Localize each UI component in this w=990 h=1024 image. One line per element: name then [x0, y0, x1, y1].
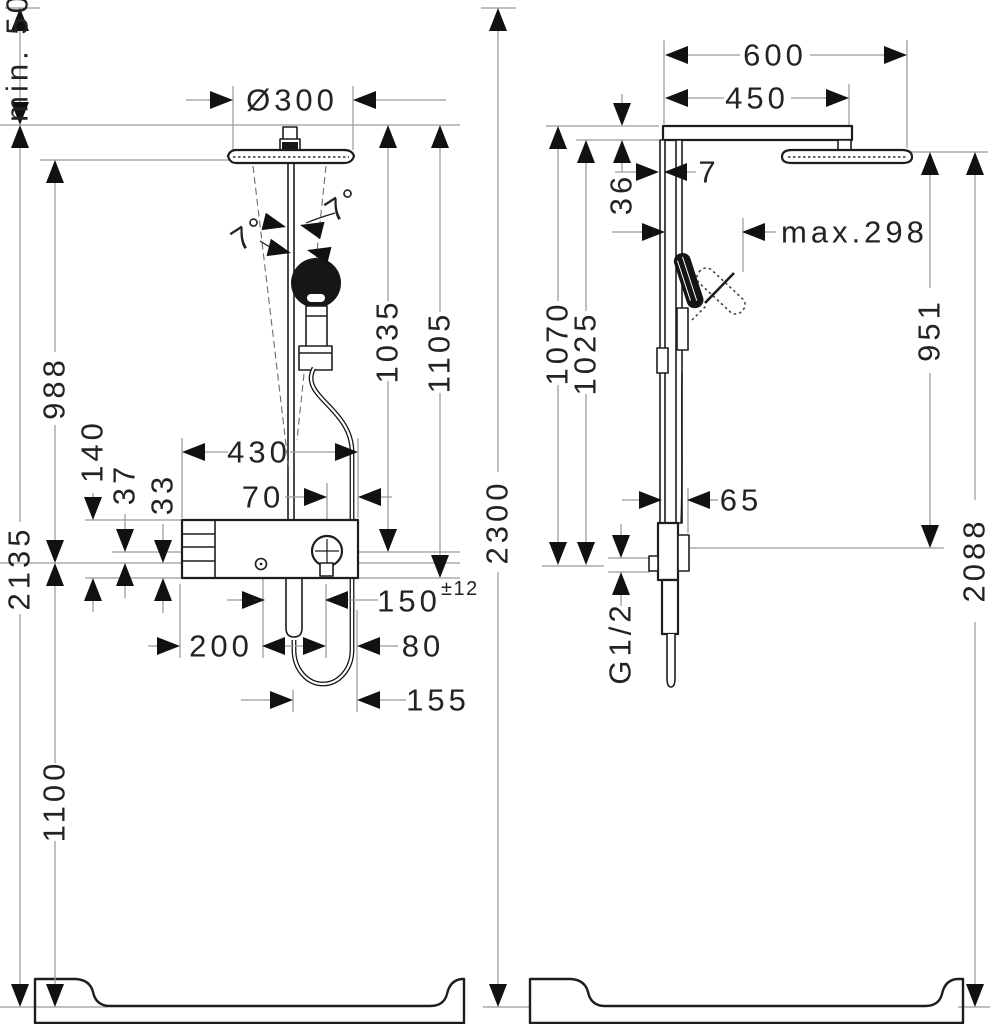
dim-80-label: 80 — [402, 629, 444, 664]
dim-37-label: 37 — [107, 463, 142, 505]
tilted-head-outline — [696, 267, 746, 315]
hand-shower-side-stripes — [676, 256, 698, 301]
dimension-600: 600 — [665, 38, 907, 73]
dim-max298-label: max.298 — [781, 215, 928, 250]
dim-2135-label: 2135 — [2, 526, 37, 611]
dim-1100-label: 1100 — [37, 760, 72, 843]
hand-shower-head-front — [291, 258, 341, 308]
dim-1035-label: 1035 — [370, 299, 405, 384]
hose-outlet-stub-front — [285, 578, 303, 638]
dim-155-label: 155 — [406, 683, 470, 718]
dim-33-label: 33 — [145, 473, 180, 515]
thermostat-body-side — [656, 521, 680, 582]
hand-shower-side — [673, 252, 704, 309]
dim-2300-label: 2300 — [480, 480, 515, 565]
lower-body-side — [660, 578, 680, 636]
dimension-988: 988 — [37, 160, 72, 563]
head-mount-band — [282, 142, 298, 149]
dimension-2300: 2300 — [480, 8, 515, 1007]
knob-cross-mark — [315, 539, 339, 563]
supply-connection-lines — [182, 533, 215, 562]
annotation-spray-angle: 7° 7° — [225, 179, 370, 265]
hose-outlet-side — [666, 634, 676, 688]
dimension-200: 200 — [148, 629, 294, 664]
holder-clip-side — [656, 347, 669, 374]
wall-bar-front-rail — [659, 139, 666, 524]
shower-tray-side — [528, 977, 965, 1024]
dimension-max-298: max.298 — [612, 215, 928, 250]
spray-cone-left — [252, 165, 290, 471]
spray-angle-right-label: 7° — [319, 179, 370, 229]
dimension-1070: 1070 — [540, 126, 575, 565]
dimension-37: 37 — [107, 463, 142, 598]
dimension-7: 7 — [615, 155, 719, 190]
hand-shower-tilted-position — [691, 267, 746, 321]
dimension-65: 65 — [622, 483, 762, 518]
dim-65-label: 65 — [720, 483, 762, 518]
dim-2088-label: 2088 — [957, 518, 990, 603]
thermostat-front-flange — [677, 534, 690, 572]
hand-shower-handle-front — [305, 305, 328, 349]
dim-150-tolerance: ±12 — [441, 578, 479, 600]
hand-shower-side-body — [673, 252, 704, 309]
dim-140-label: 140 — [75, 419, 110, 483]
dimension-430: 430 — [182, 435, 358, 470]
overhead-shower-front — [226, 148, 356, 165]
hand-shower-handle-side — [676, 307, 689, 351]
dim-1070-label: 1070 — [540, 301, 575, 386]
dim-300-label: Ø300 — [246, 83, 338, 118]
dimension-1100: 1100 — [37, 563, 72, 1007]
dimension-1105: 1105 — [422, 125, 457, 578]
dimension-33: 33 — [145, 473, 180, 613]
hose-hanging-side — [680, 372, 683, 524]
dimension-36: 36 — [604, 94, 639, 215]
dim-min50-label: min. 50 — [0, 0, 35, 122]
shower-tray-front — [33, 977, 466, 1024]
hand-shower-holder-front — [298, 345, 333, 371]
dimension-1025: 1025 — [568, 140, 603, 565]
dimension-min50: min. 50 — [0, 0, 35, 125]
hand-shower-spray-slot — [307, 294, 325, 302]
dimension-diameter-300: Ø300 — [186, 83, 446, 118]
front-view — [33, 126, 466, 1024]
dim-951-label: 951 — [912, 298, 947, 362]
dimension-951: 951 — [912, 152, 947, 548]
dimension-g12: G1/2 — [603, 524, 638, 685]
dimension-140: 140 — [75, 419, 110, 612]
dim-70-label: 70 — [242, 480, 284, 515]
dim-430-label: 430 — [227, 435, 291, 470]
dim-g12-label: G1/2 — [603, 601, 638, 684]
dim-36-label: 36 — [604, 173, 639, 215]
side-view — [528, 124, 965, 1024]
reference-lines — [0, 7, 990, 1008]
dimension-450: 450 — [665, 81, 849, 116]
dim-200-label: 200 — [189, 629, 253, 664]
dim-600-label: 600 — [743, 38, 807, 73]
wall-connection-stub — [648, 555, 659, 572]
dim-450-label: 450 — [725, 81, 789, 116]
shower-arm-side — [661, 124, 854, 142]
dimension-1035: 1035 — [370, 125, 405, 552]
knob-base — [319, 562, 334, 577]
shower-hose-front-inner — [292, 367, 354, 686]
dim-988-label: 988 — [37, 356, 72, 420]
dim-7-label: 7 — [698, 155, 719, 190]
tilted-head-edge — [704, 272, 735, 304]
dim-1025-label: 1025 — [568, 311, 603, 396]
dimension-150: 150 ±12 — [227, 578, 479, 619]
dimension-2135: 2135 — [2, 125, 37, 1007]
dimension-2088: 2088 — [957, 152, 990, 1007]
dim-150-label: 150 — [377, 584, 441, 619]
select-button-dot — [259, 562, 263, 566]
ceiling-connector — [282, 126, 298, 141]
dim-1105-label: 1105 — [422, 311, 457, 394]
dimension-80: 80 — [295, 629, 444, 664]
dimension-155: 155 — [241, 683, 470, 718]
overhead-shower-side — [780, 148, 914, 165]
dimension-70: 70 — [242, 480, 392, 515]
